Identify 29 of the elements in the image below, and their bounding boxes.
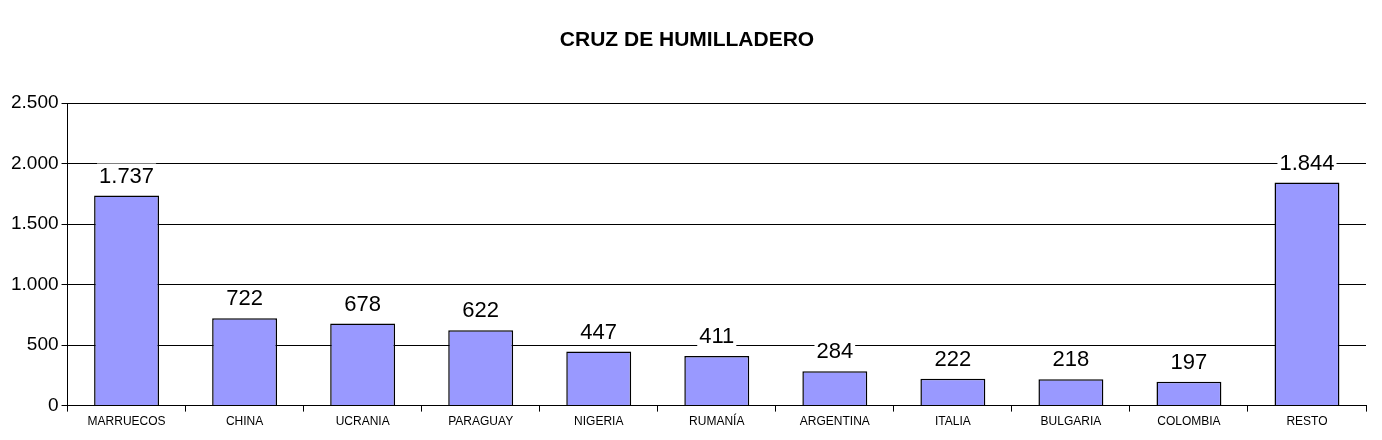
x-tick-label: RUMANÍA: [689, 413, 745, 429]
x-tick-label: MARRUECOS: [87, 414, 166, 429]
y-tick-label: 500: [26, 333, 59, 355]
chart-title: CRUZ DE HUMILLADERO: [559, 27, 815, 51]
data-label: 197: [1170, 348, 1208, 374]
data-label: 1.737: [99, 162, 155, 188]
y-tick-label: 0: [47, 393, 59, 415]
data-label: 284: [816, 338, 854, 364]
y-tick-label: 1.000: [11, 272, 59, 294]
data-label: 222: [934, 345, 972, 371]
data-label: 1.844: [1279, 149, 1335, 175]
x-tick-label: BULGARIA: [1040, 414, 1102, 429]
data-label: 622: [462, 297, 500, 323]
data-label: 678: [344, 290, 382, 316]
x-tick-label: CHINA: [225, 414, 264, 429]
data-label: 722: [226, 285, 263, 311]
x-tick-label: RESTO: [1286, 414, 1328, 429]
y-tick-label: 1.500: [11, 212, 59, 234]
x-tick-label: UCRANIA: [335, 414, 390, 429]
x-tick-label: PARAGUAY: [448, 414, 514, 429]
x-tick-label: ARGENTINA: [799, 414, 870, 429]
data-label: 411: [699, 322, 735, 348]
data-label: 218: [1052, 346, 1090, 372]
y-tick-label: 2.500: [11, 91, 59, 113]
y-tick-label: 2.000: [11, 151, 59, 173]
x-tick-label: NIGERIA: [574, 414, 624, 429]
data-label: 447: [580, 318, 618, 344]
x-tick-label: COLOMBIA: [1157, 414, 1221, 429]
x-tick-label: ITALIA: [934, 414, 971, 429]
